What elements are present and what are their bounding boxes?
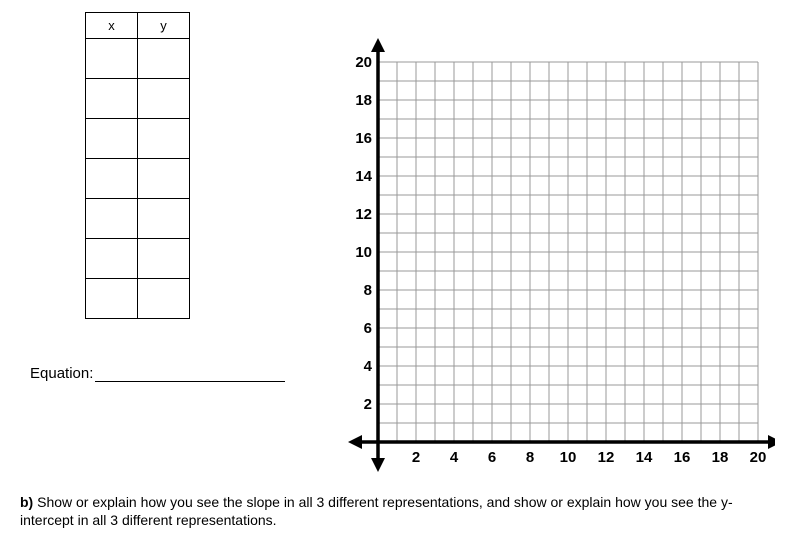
coordinate-grid: 2 4 6 8 10 12 14 16 18 20 2 4 6 8 10 12 14 16 18 20 xyxy=(315,12,775,472)
cell-x[interactable] xyxy=(86,279,138,319)
table-row xyxy=(86,39,190,79)
equation-input-line[interactable] xyxy=(95,366,285,382)
cell-y[interactable] xyxy=(138,79,190,119)
svg-text:20: 20 xyxy=(356,54,373,71)
left-column: x y Equation: xyxy=(20,12,285,382)
svg-text:8: 8 xyxy=(526,449,534,466)
question-text: Show or explain how you see the slope in… xyxy=(20,494,733,528)
svg-text:18: 18 xyxy=(712,449,729,466)
graph-area: 2 4 6 8 10 12 14 16 18 20 2 4 6 8 10 12 14 16 18 20 xyxy=(315,12,775,475)
table-header-y: y xyxy=(138,13,190,39)
cell-x[interactable] xyxy=(86,119,138,159)
cell-x[interactable] xyxy=(86,239,138,279)
question-label: b) xyxy=(20,494,33,510)
equation-row: Equation: xyxy=(30,365,285,382)
cell-x[interactable] xyxy=(86,79,138,119)
svg-text:2: 2 xyxy=(364,396,372,413)
table-row xyxy=(86,279,190,319)
cell-x[interactable] xyxy=(86,39,138,79)
cell-y[interactable] xyxy=(138,239,190,279)
equation-label: Equation: xyxy=(30,365,93,382)
svg-text:14: 14 xyxy=(636,449,653,466)
table-row xyxy=(86,239,190,279)
table-row xyxy=(86,119,190,159)
svg-text:18: 18 xyxy=(356,92,373,109)
svg-text:12: 12 xyxy=(598,449,615,466)
table-row xyxy=(86,159,190,199)
cell-x[interactable] xyxy=(86,159,138,199)
cell-y[interactable] xyxy=(138,159,190,199)
cell-y[interactable] xyxy=(138,199,190,239)
table-header-x: x xyxy=(86,13,138,39)
svg-text:14: 14 xyxy=(356,168,373,185)
svg-text:10: 10 xyxy=(356,244,373,261)
cell-y[interactable] xyxy=(138,279,190,319)
svg-text:16: 16 xyxy=(356,130,373,147)
cell-x[interactable] xyxy=(86,199,138,239)
svg-text:2: 2 xyxy=(412,449,420,466)
xy-table: x y xyxy=(85,12,190,319)
svg-text:10: 10 xyxy=(560,449,577,466)
top-row: x y Equation: 2 4 6 8 10 12 14 16 18 20 2 4 6 8 10 12 14… xyxy=(20,12,776,475)
table-row xyxy=(86,199,190,239)
table-body xyxy=(86,39,190,319)
cell-y[interactable] xyxy=(138,119,190,159)
svg-text:8: 8 xyxy=(364,282,372,299)
svg-text:12: 12 xyxy=(356,206,373,223)
svg-text:16: 16 xyxy=(674,449,691,466)
svg-text:6: 6 xyxy=(488,449,496,466)
table-row xyxy=(86,79,190,119)
cell-y[interactable] xyxy=(138,39,190,79)
svg-text:4: 4 xyxy=(364,358,373,375)
svg-text:4: 4 xyxy=(450,449,459,466)
svg-text:6: 6 xyxy=(364,320,372,337)
question-b: b) Show or explain how you see the slope… xyxy=(20,493,760,529)
svg-text:20: 20 xyxy=(750,449,767,466)
